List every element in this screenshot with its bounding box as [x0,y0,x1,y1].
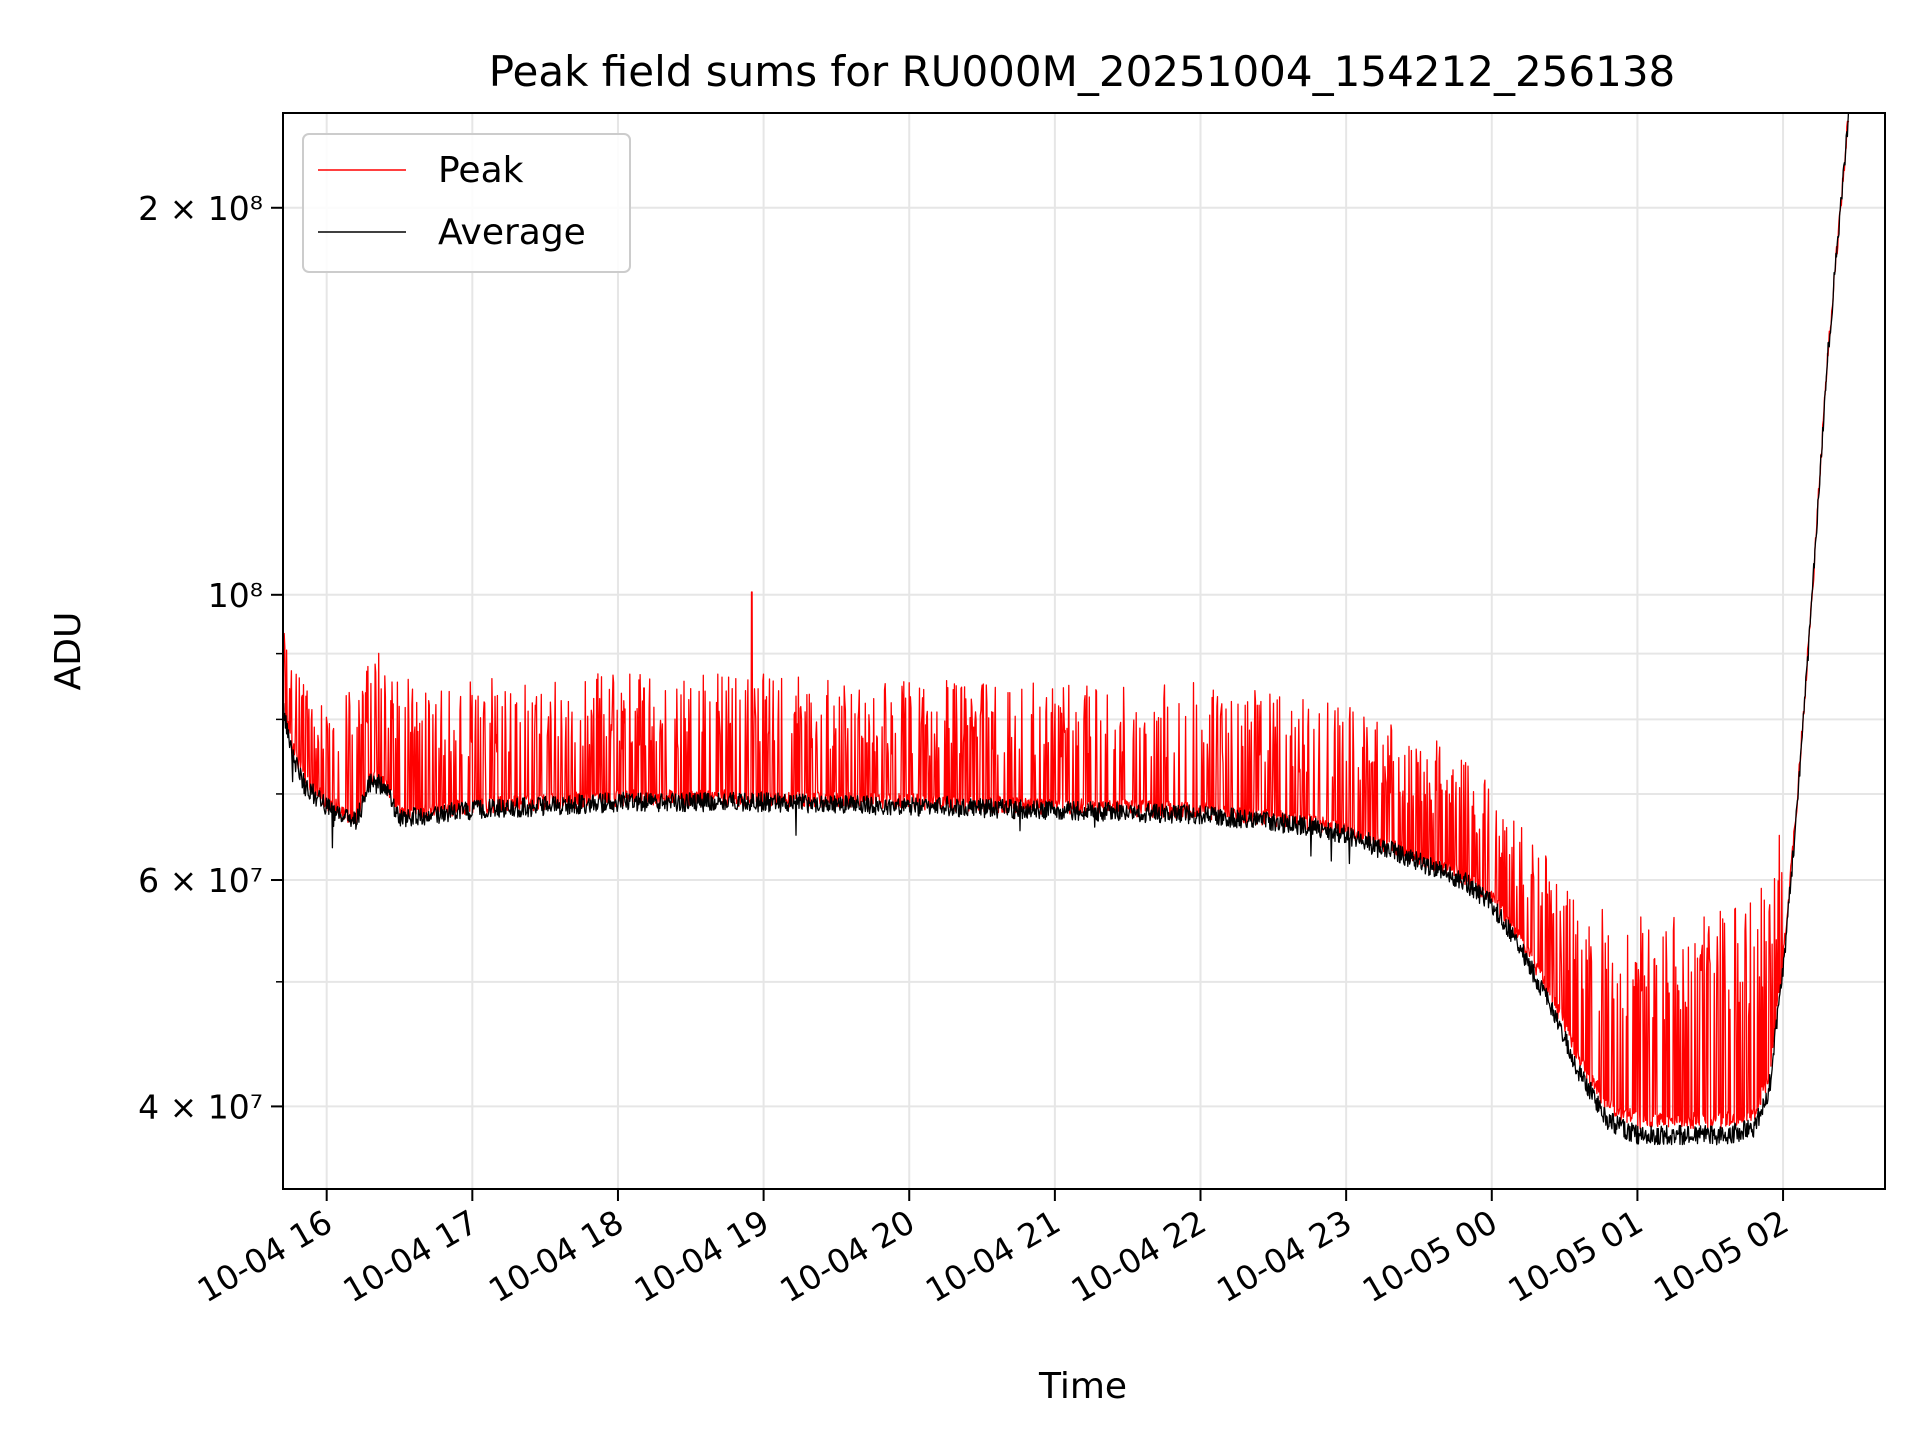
chart-title: Peak field sums for RU000M_20251004_1542… [489,47,1676,96]
legend-peak-label: Peak [438,150,524,191]
legend: Peak Average [302,133,631,273]
plot-area [283,113,1850,1146]
y-axis: 4 × 10⁷ 6 × 10⁷ 10⁸ 2 × 10⁸ [138,189,283,1126]
y-tick-label: 10⁸ [208,576,263,615]
y-tick-label: 2 × 10⁸ [138,189,263,228]
legend-average-label: Average [438,212,586,253]
x-axis-label: Time [1038,1366,1127,1407]
axes-frame [282,112,1886,1190]
legend-box [302,133,631,273]
y-axis-label: ADU [48,612,89,691]
y-tick-label: 4 × 10⁷ [138,1087,263,1126]
series-average-line [283,113,1850,1146]
series-group [283,113,1850,1146]
y-tick-label: 6 × 10⁷ [138,861,263,900]
